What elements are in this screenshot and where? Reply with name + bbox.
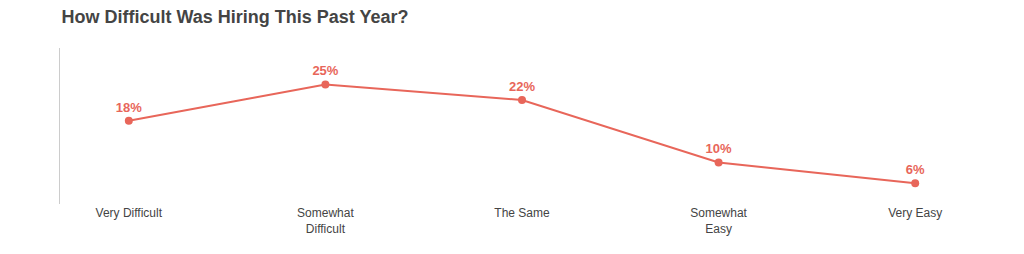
- svg-text:How Difficult Was Hiring This: How Difficult Was Hiring This Past Year?: [61, 7, 408, 27]
- svg-text:10%: 10%: [706, 141, 732, 156]
- svg-text:SomewhatEasy: SomewhatEasy: [690, 206, 747, 236]
- svg-text:Very Difficult: Very Difficult: [96, 206, 163, 220]
- svg-text:22%: 22%: [509, 79, 535, 94]
- svg-text:18%: 18%: [116, 100, 142, 115]
- svg-text:The Same: The Same: [494, 206, 550, 220]
- svg-text:25%: 25%: [312, 63, 338, 78]
- svg-text:SomewhatDifficult: SomewhatDifficult: [297, 206, 354, 236]
- svg-text:Very Easy: Very Easy: [888, 206, 942, 220]
- svg-text:6%: 6%: [906, 162, 925, 177]
